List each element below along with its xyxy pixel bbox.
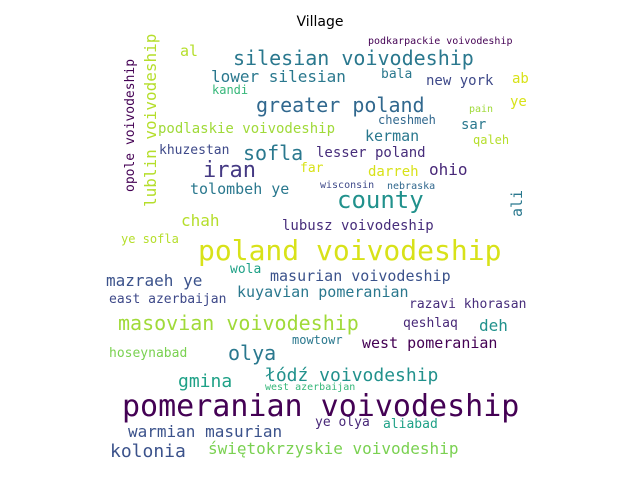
- word-49: far: [300, 161, 324, 176]
- word-4: greater poland: [256, 93, 425, 117]
- word-1: poland voivodeship: [198, 234, 502, 267]
- word-40: ye sofla: [121, 232, 179, 246]
- word-6: sofla: [243, 141, 304, 165]
- word-14: lower silesian: [211, 67, 346, 86]
- word-8: olya: [228, 341, 277, 365]
- word-41: al: [180, 42, 199, 60]
- word-54: opole voivodeship: [123, 58, 138, 192]
- word-39: wola: [230, 262, 262, 277]
- word-5: iran: [203, 158, 256, 183]
- word-30: darreh: [368, 164, 419, 180]
- word-44: ab: [512, 71, 529, 87]
- chart-title: Village: [296, 14, 344, 30]
- word-0: pomeranian voivodeship: [122, 389, 520, 424]
- word-20: lubusz voivodeship: [282, 218, 434, 234]
- word-13: świętokrzyskie voivodeship: [208, 439, 459, 458]
- word-27: khuzestan: [159, 143, 230, 158]
- word-32: qeshlaq: [403, 316, 458, 331]
- word-36: mowtowr: [292, 333, 343, 347]
- word-45: ye: [510, 94, 527, 110]
- word-26: podlaskie voivodeship: [158, 121, 336, 137]
- word-12: warmian masurian: [128, 422, 283, 441]
- word-7: masovian voivodeship: [118, 311, 359, 335]
- word-21: west pomeranian: [362, 334, 498, 352]
- word-18: chah: [181, 211, 220, 230]
- word-9: łódź voivodeship: [265, 365, 439, 386]
- word-31: ali: [508, 189, 526, 217]
- word-24: kerman: [365, 127, 420, 145]
- word-3: silesian voivodeship: [233, 46, 474, 70]
- word-47: cheshmeh: [378, 113, 436, 127]
- word-35: hoseynabad: [109, 346, 188, 361]
- word-11: kolonia: [110, 441, 186, 462]
- word-48: qaleh: [473, 133, 510, 147]
- word-16: masurian voivodeship: [270, 267, 451, 285]
- word-37: aliabad: [383, 417, 438, 432]
- word-43: kandi: [212, 83, 249, 97]
- word-10: gmina: [178, 371, 233, 392]
- word-33: razavi khorasan: [409, 297, 527, 312]
- word-46: pain: [469, 104, 494, 115]
- word-53: podkarpackie voivodeship: [368, 36, 513, 47]
- word-22: deh: [479, 316, 508, 335]
- word-15: mazraeh ye: [106, 271, 203, 290]
- word-34: east azerbaijan: [109, 292, 227, 307]
- word-42: bala: [381, 67, 413, 82]
- word-25: lesser poland: [316, 145, 426, 161]
- word-38: ye olya: [315, 415, 370, 430]
- word-28: new york: [426, 73, 494, 89]
- word-52: west azerbaijan: [265, 382, 356, 393]
- word-29: sar: [461, 117, 487, 133]
- word-55: lublin voivodeship: [141, 33, 160, 207]
- word-17: kuyavian pomeranian: [237, 283, 409, 301]
- word-23: ohio: [429, 160, 468, 179]
- word-51: nebraska: [387, 181, 436, 192]
- word-2: county: [337, 186, 424, 214]
- word-50: wisconsin: [320, 180, 375, 191]
- word-19: tolombeh ye: [190, 180, 290, 198]
